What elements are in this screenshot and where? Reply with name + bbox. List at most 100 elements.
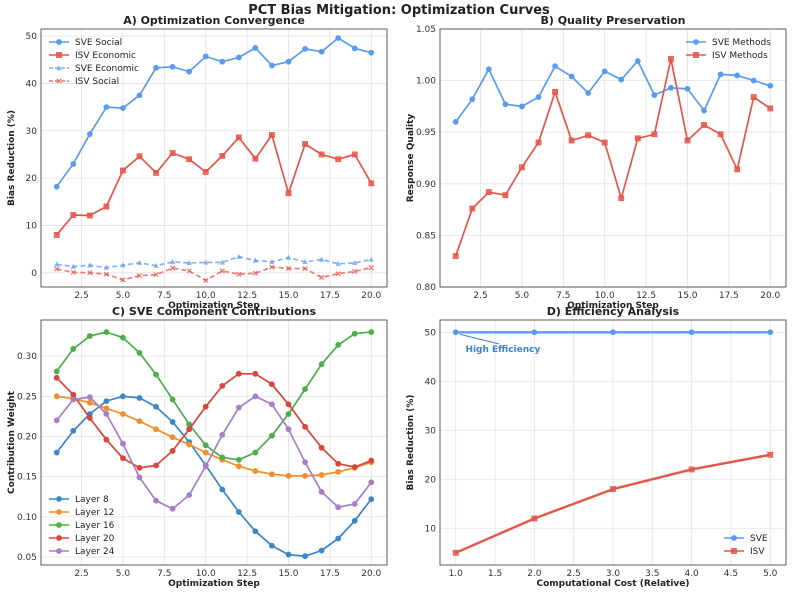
- ytick-D-4: 50: [425, 328, 437, 338]
- point-A-1-2: [86, 212, 93, 219]
- series-line-C-3: [56, 372, 372, 469]
- point-A-3-5: [136, 273, 143, 279]
- ytick-C-4: 0.25: [17, 392, 37, 402]
- legend-item-C-4: Layer 24: [49, 547, 115, 557]
- xtick-D-5: 3.5: [645, 569, 659, 579]
- legend-item-B-1: ISV Methods: [686, 51, 768, 61]
- point-A-3-2: [87, 270, 93, 276]
- ytick-B-0: 0.80: [416, 283, 436, 293]
- point-B-1-12: [651, 131, 658, 138]
- point-C-4-1: [70, 396, 77, 403]
- point-A-1-8: [186, 156, 193, 163]
- xlabel-D: Computational Cost (Relative): [536, 579, 689, 589]
- point-A-1-5: [136, 153, 143, 160]
- ytick-B-3: 0.95: [416, 128, 436, 138]
- point-C-0-4: [120, 393, 126, 400]
- legend-marker-D-1: [731, 548, 737, 554]
- point-C-3-6: [153, 462, 159, 469]
- series-C-1: [53, 393, 375, 479]
- point-A-0-14: [285, 58, 292, 65]
- series-line-A-1: [56, 134, 373, 236]
- point-A-0-4: [120, 105, 126, 111]
- point-C-0-10: [219, 486, 226, 493]
- point-A-0-0: [53, 183, 60, 190]
- point-C-2-9: [202, 442, 209, 449]
- point-A-3-9: [203, 277, 209, 283]
- point-B-1-14: [684, 137, 691, 144]
- point-C-0-7: [169, 419, 176, 425]
- point-C-1-16: [318, 472, 325, 478]
- point-A-0-8: [186, 68, 193, 75]
- point-A-2-6: [153, 262, 159, 268]
- ylabel-D: Bias Reduction (%): [406, 394, 416, 490]
- point-D-0-4: [767, 329, 774, 336]
- legend-item-A-0: SVE Social: [49, 38, 122, 48]
- series-B-0: [452, 58, 774, 125]
- series-line-A-3: [56, 266, 372, 282]
- point-C-4-18: [351, 501, 358, 507]
- legend-item-D-1: ISV: [724, 547, 765, 557]
- point-A-3-17: [335, 271, 341, 277]
- xtick-D-7: 4.5: [724, 569, 738, 579]
- ytick-A-1: 10: [26, 221, 38, 231]
- ytick-D-0: 10: [425, 524, 437, 534]
- point-A-2-9: [203, 259, 209, 265]
- point-A-1-0: [53, 232, 60, 238]
- ylabel-A: Bias Reduction (%): [7, 110, 17, 206]
- point-C-2-0: [53, 368, 60, 375]
- point-A-2-3: [103, 264, 109, 270]
- series-line-A-2: [56, 255, 372, 269]
- annotation-text-D: High Efficiency: [465, 345, 540, 355]
- legend-label-A-0: SVE Social: [75, 38, 122, 48]
- xlabel-A: Optimization Step: [168, 301, 260, 311]
- point-C-4-7: [169, 505, 176, 512]
- point-A-3-6: [153, 272, 159, 278]
- point-C-1-15: [302, 472, 308, 479]
- point-A-0-10: [219, 58, 226, 65]
- point-C-2-5: [136, 350, 143, 356]
- point-C-1-8: [186, 441, 193, 448]
- point-C-4-11: [235, 404, 242, 411]
- xtick-D-8: 5.0: [763, 569, 778, 579]
- point-A-2-10: [219, 259, 225, 265]
- point-C-0-17: [335, 535, 342, 542]
- point-C-3-13: [269, 381, 275, 388]
- legend-label-A-1: ISV Economic: [75, 51, 136, 61]
- point-A-2-7: [170, 258, 176, 265]
- series-D-1: [452, 451, 774, 556]
- ytick-A-5: 50: [26, 32, 38, 42]
- xtick-D-0: 1.0: [449, 569, 464, 579]
- ytick-A-3: 30: [26, 127, 38, 137]
- point-A-2-15: [302, 258, 308, 265]
- point-B-1-6: [552, 89, 558, 95]
- xtick-B-4: 12.5: [636, 291, 656, 301]
- point-B-0-14: [684, 85, 691, 92]
- xtick-B-2: 7.5: [556, 291, 570, 301]
- point-A-2-12: [252, 257, 258, 263]
- point-C-4-6: [153, 497, 159, 504]
- legend-marker-C-4: [56, 548, 62, 554]
- point-A-1-16: [318, 151, 325, 158]
- point-B-1-10: [618, 195, 625, 202]
- point-A-2-18: [352, 259, 358, 266]
- annotation-D: High Efficiency: [459, 333, 540, 355]
- legend-item-C-1: Layer 12: [49, 508, 114, 518]
- point-C-4-13: [269, 401, 275, 408]
- point-C-0-0: [53, 449, 60, 456]
- frame-D: [439, 319, 787, 566]
- point-A-3-4: [120, 277, 126, 283]
- point-C-0-14: [285, 551, 292, 558]
- point-A-3-13: [269, 264, 275, 270]
- point-C-4-5: [136, 474, 143, 481]
- point-C-3-4: [120, 455, 126, 462]
- point-C-3-15: [302, 423, 308, 430]
- xtick-A-2: 7.5: [157, 291, 171, 301]
- point-B-1-11: [634, 135, 641, 142]
- point-A-2-14: [285, 254, 292, 260]
- point-A-0-16: [318, 48, 325, 55]
- ylabel-B: Response Quality: [406, 114, 416, 203]
- point-B-0-6: [552, 63, 558, 70]
- frame-A: [40, 28, 388, 288]
- point-B-0-10: [618, 76, 625, 83]
- point-C-3-10: [219, 382, 226, 389]
